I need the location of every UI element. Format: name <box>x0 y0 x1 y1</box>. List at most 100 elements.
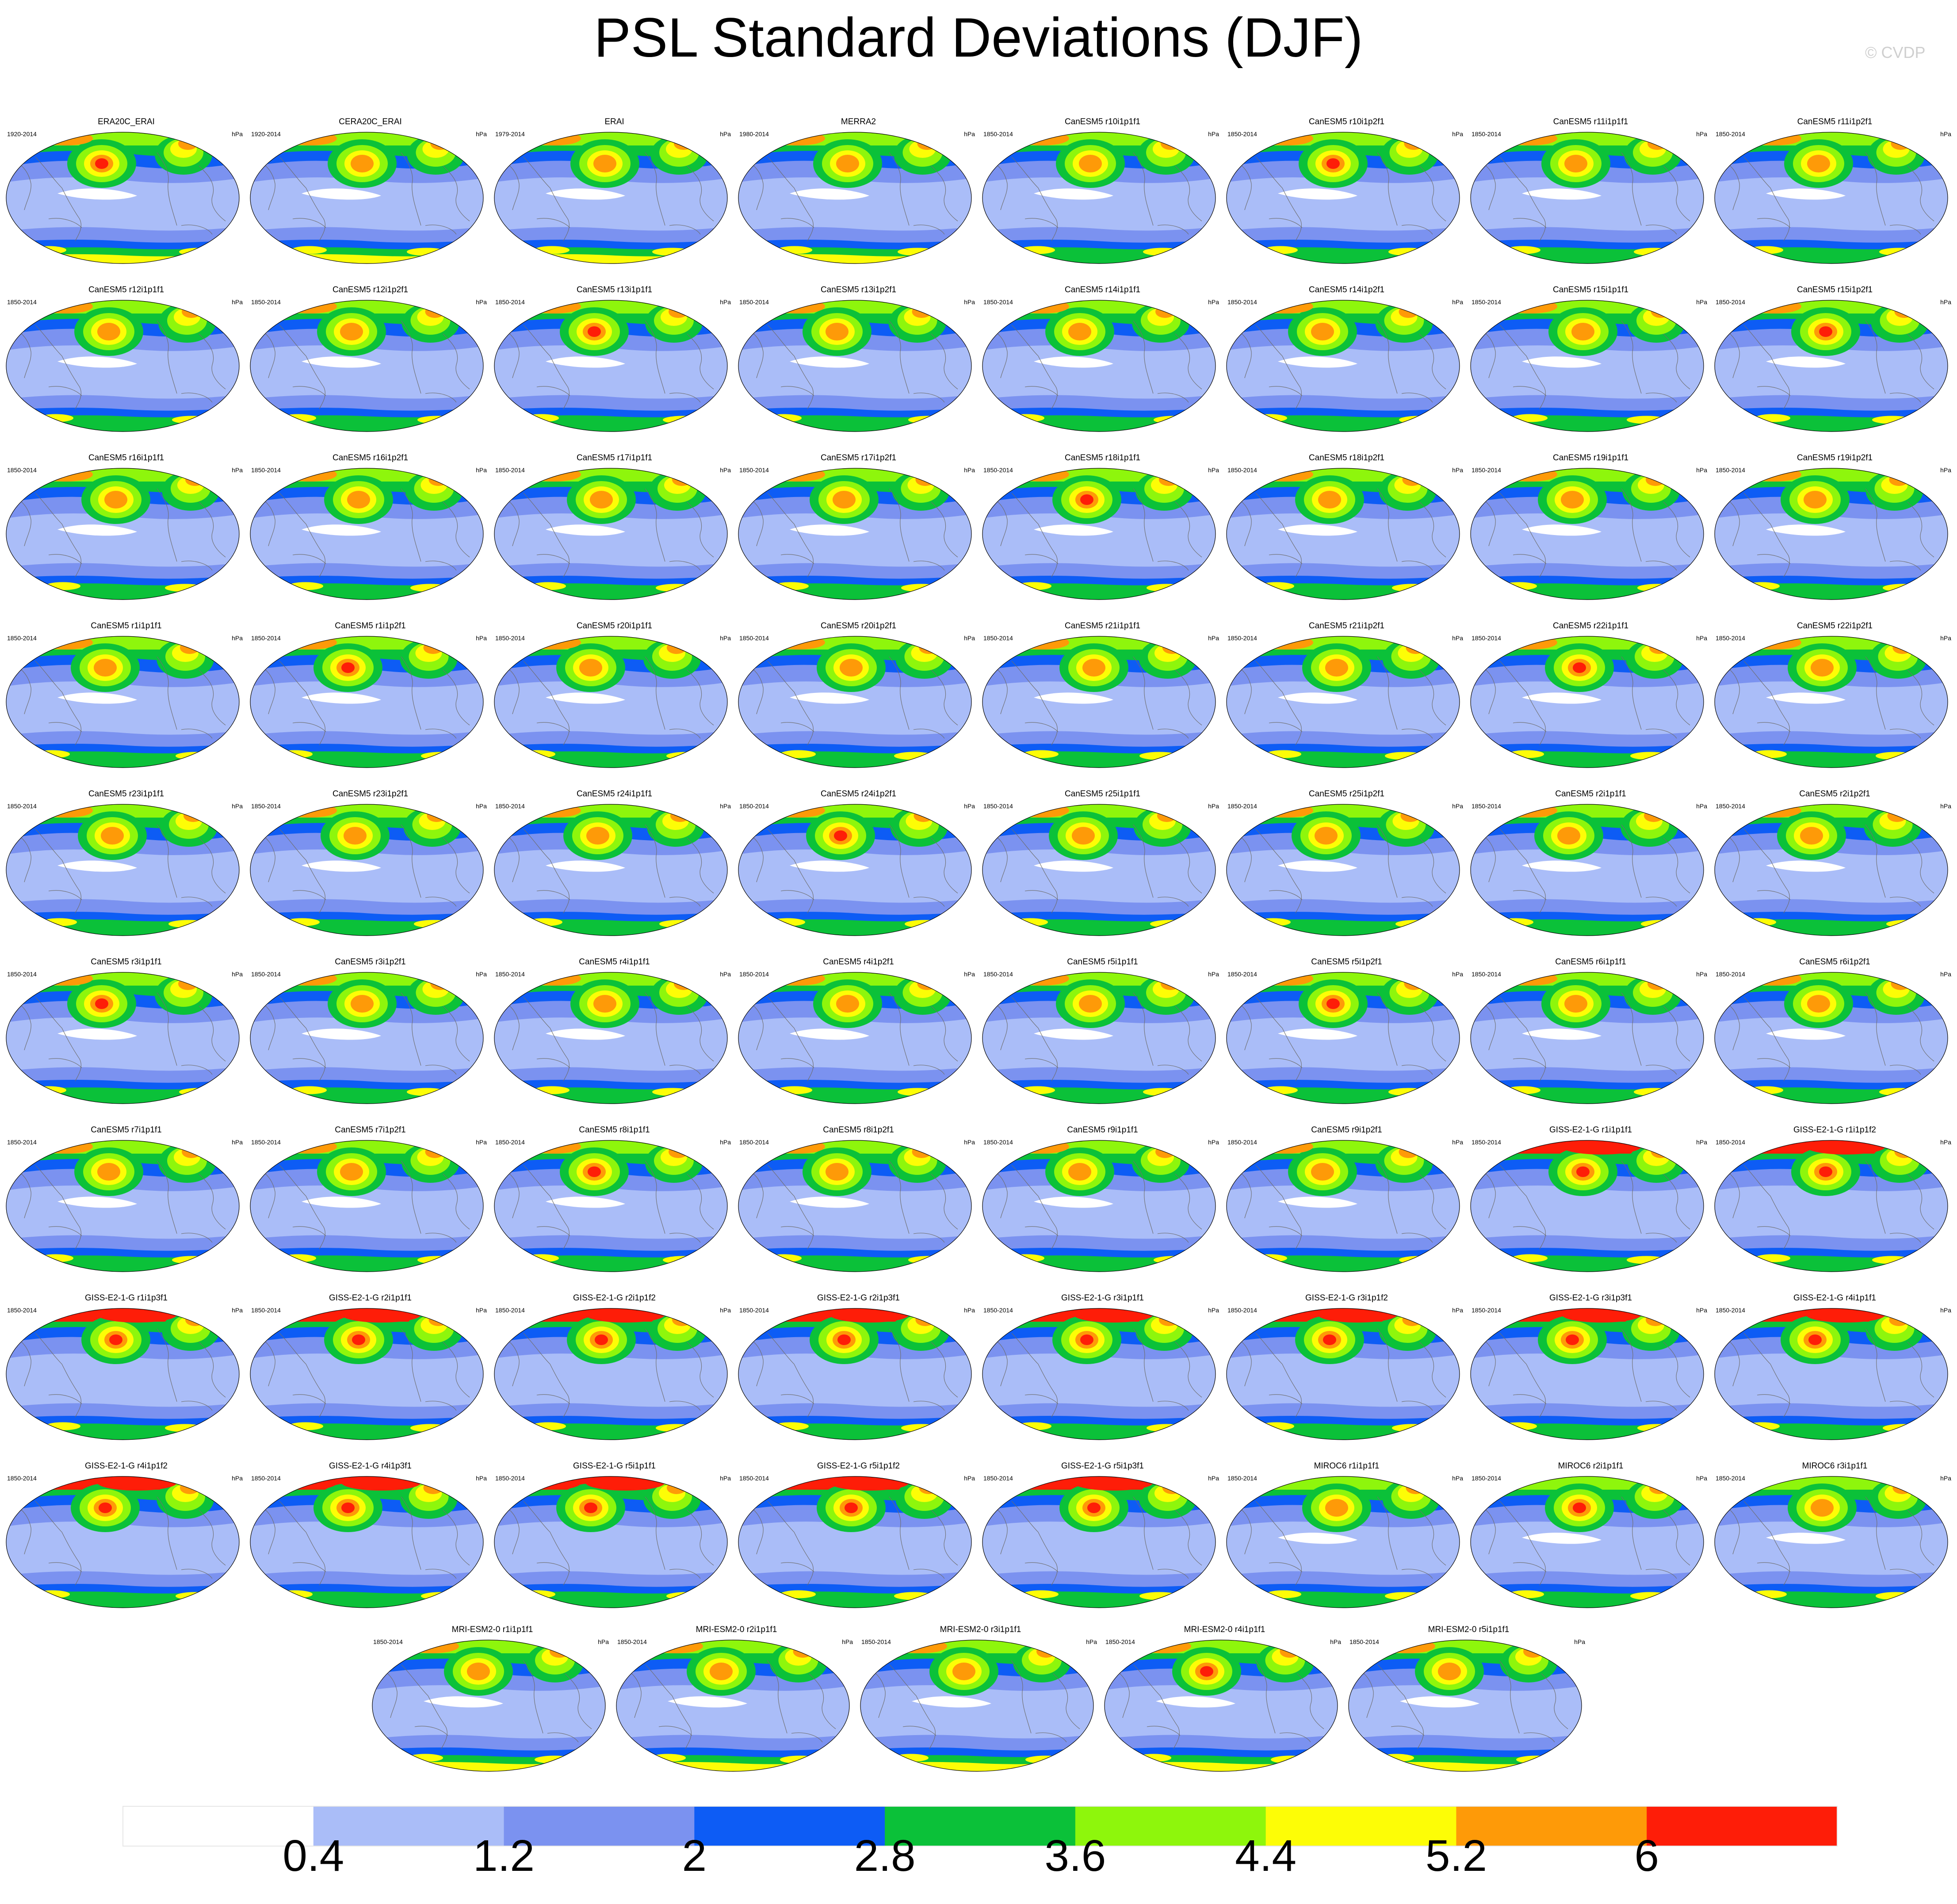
panel-title: MERRA2 <box>841 117 876 126</box>
map-plot <box>738 804 972 936</box>
map-plot <box>982 132 1216 264</box>
panel-title: CanESM5 r12i1p1f1 <box>88 285 164 294</box>
map-plot <box>982 1308 1216 1440</box>
map-panel: CanESM5 r5i1p2f1 1850-2014 hPa <box>1225 957 1468 1110</box>
map-panel: CanESM5 r13i1p1f1 1850-2014 hPa <box>493 285 736 438</box>
panel-units: hPa <box>964 1475 975 1482</box>
panel-period: 1850-2014 <box>1227 298 1257 306</box>
panel-units: hPa <box>1208 466 1219 474</box>
map-panel: CanESM5 r3i1p2f1 1850-2014 hPa <box>248 957 492 1110</box>
max-variance-center <box>837 1334 851 1345</box>
panel-title: CanESM5 r15i1p2f1 <box>1796 285 1873 294</box>
panel-title: CanESM5 r17i1p2f1 <box>820 453 897 463</box>
panel-title: GISS-E2-1-G r1i1p1f2 <box>1793 1125 1876 1135</box>
max-variance-center <box>1808 1334 1822 1345</box>
map-panel: GISS-E2-1-G r3i1p3f1 1850-2014 hPa <box>1469 1293 1712 1446</box>
max-variance-center <box>352 1334 365 1345</box>
map-panel: CanESM5 r7i1p2f1 1850-2014 hPa <box>248 1125 492 1278</box>
low-variance-region <box>1278 1028 1357 1040</box>
max-variance-center <box>1819 1166 1832 1177</box>
panel-units: hPa <box>232 1307 243 1314</box>
panel-units: hPa <box>1940 298 1951 306</box>
panel-period: 1850-2014 <box>1472 1307 1501 1314</box>
panel-period: 1850-2014 <box>495 803 525 810</box>
low-variance-region <box>1034 1197 1113 1208</box>
map-plot <box>6 468 240 600</box>
map-plot <box>1470 300 1704 432</box>
panel-units: hPa <box>1208 130 1219 138</box>
low-variance-region <box>302 1197 381 1208</box>
low-variance-region <box>1034 188 1113 200</box>
panel-title: MRI-ESM2-0 r3i1p1f1 <box>940 1625 1021 1634</box>
low-variance-region <box>1278 692 1357 704</box>
panel-units: hPa <box>1208 971 1219 978</box>
max-variance-center <box>595 1334 608 1345</box>
panel-period: 1850-2014 <box>983 803 1013 810</box>
map-plot <box>1226 636 1460 768</box>
map-panel: CanESM5 r1i1p2f1 1850-2014 hPa <box>248 621 492 774</box>
panel-period: 1979-2014 <box>495 130 525 138</box>
low-variance-region <box>1766 692 1846 704</box>
panel-units: hPa <box>964 803 975 810</box>
map-plot <box>1714 636 1948 768</box>
coastlines <box>1233 656 1446 746</box>
coastlines <box>745 1496 958 1586</box>
map-plot <box>250 636 484 768</box>
panel-units: hPa <box>720 635 731 642</box>
panel-title: CanESM5 r23i1p2f1 <box>332 789 409 799</box>
low-variance-region <box>1766 1533 1846 1544</box>
panel-title: MIROC6 r2i1p1f1 <box>1558 1461 1624 1471</box>
panel-period: 1850-2014 <box>1716 1307 1745 1314</box>
low-variance-region <box>302 692 381 704</box>
coastlines <box>13 488 226 577</box>
coastlines <box>13 656 226 746</box>
panel-period: 1850-2014 <box>251 1307 281 1314</box>
panel-units: hPa <box>1696 298 1707 306</box>
panel-units: hPa <box>720 971 731 978</box>
panel-title: CanESM5 r2i1p2f1 <box>1799 789 1870 799</box>
map-plot <box>6 636 240 768</box>
watermark: © CVDP <box>1865 43 1926 61</box>
panel-units: hPa <box>476 971 487 978</box>
low-variance-region <box>1522 356 1602 368</box>
map-panel: CanESM5 r1i1p1f1 1850-2014 hPa <box>4 621 248 774</box>
map-panel: CanESM5 r20i1p2f1 1850-2014 hPa <box>737 621 980 774</box>
map-panel: GISS-E2-1-G r2i1p1f2 1850-2014 hPa <box>493 1293 736 1446</box>
map-panel: GISS-E2-1-G r2i1p1f1 1850-2014 hPa <box>248 1293 492 1446</box>
map-panel: CanESM5 r18i1p2f1 1850-2014 hPa <box>1225 453 1468 606</box>
max-variance-center <box>845 1503 858 1513</box>
panel-units: hPa <box>1208 635 1219 642</box>
panel-title: MRI-ESM2-0 r2i1p1f1 <box>696 1625 777 1634</box>
panel-units: hPa <box>964 466 975 474</box>
panel-period: 1850-2014 <box>1227 466 1257 474</box>
panel-period: 1850-2014 <box>1716 635 1745 642</box>
panel-period: 1850-2014 <box>251 803 281 810</box>
map-plot <box>1226 1308 1460 1440</box>
panel-period: 1850-2014 <box>617 1638 647 1645</box>
panel-period: 1850-2014 <box>983 635 1013 642</box>
panel-period: 1850-2014 <box>739 466 769 474</box>
panel-period: 1850-2014 <box>495 635 525 642</box>
panel-title: MIROC6 r1i1p1f1 <box>1314 1461 1380 1471</box>
low-variance-region <box>790 188 869 200</box>
map-panel: GISS-E2-1-G r4i1p1f2 1850-2014 hPa <box>4 1461 248 1614</box>
low-variance-region <box>790 1197 869 1208</box>
coastlines <box>257 824 470 914</box>
map-panel: GISS-E2-1-G r5i1p1f1 1850-2014 hPa <box>493 1461 736 1614</box>
panel-units: hPa <box>964 130 975 138</box>
low-variance-region <box>546 356 625 368</box>
max-variance-center <box>1080 494 1093 505</box>
low-variance-region <box>1278 524 1357 536</box>
map-panel: CanESM5 r4i1p1f1 1850-2014 hPa <box>493 957 736 1110</box>
panel-units: hPa <box>1208 1475 1219 1482</box>
map-panel: GISS-E2-1-G r3i1p1f2 1850-2014 hPa <box>1225 1293 1468 1446</box>
max-variance-center <box>95 998 108 1009</box>
max-variance-center <box>1573 662 1586 673</box>
panel-title: CanESM5 r3i1p1f1 <box>91 957 162 967</box>
panel-period: 1850-2014 <box>983 1475 1013 1482</box>
panel-units: hPa <box>1696 803 1707 810</box>
panel-title: MRI-ESM2-0 r5i1p1f1 <box>1428 1625 1510 1634</box>
low-variance-region <box>302 860 381 872</box>
map-panel: MIROC6 r3i1p1f1 1850-2014 hPa <box>1713 1461 1957 1614</box>
